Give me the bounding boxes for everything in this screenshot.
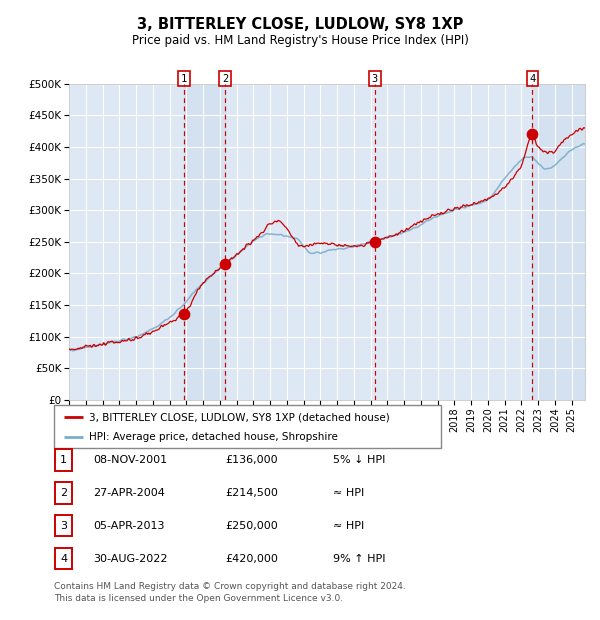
Text: 5% ↓ HPI: 5% ↓ HPI	[333, 455, 385, 465]
FancyBboxPatch shape	[55, 548, 72, 569]
Text: Contains HM Land Registry data © Crown copyright and database right 2024.
This d: Contains HM Land Registry data © Crown c…	[54, 582, 406, 603]
Point	[527, 130, 537, 140]
Text: 3: 3	[60, 521, 67, 531]
Bar	[532, 84, 585, 400]
FancyBboxPatch shape	[54, 405, 441, 448]
Text: £136,000: £136,000	[225, 455, 278, 465]
Text: £214,500: £214,500	[225, 488, 278, 498]
Text: 3: 3	[372, 74, 378, 84]
Text: HPI: Average price, detached house, Shropshire: HPI: Average price, detached house, Shro…	[89, 432, 338, 441]
Text: 05-APR-2013: 05-APR-2013	[93, 521, 164, 531]
Bar	[184, 84, 225, 400]
FancyBboxPatch shape	[55, 450, 72, 471]
Point	[220, 259, 230, 269]
Text: 30-AUG-2022: 30-AUG-2022	[93, 554, 167, 564]
Text: 1: 1	[60, 455, 67, 465]
Text: 08-NOV-2001: 08-NOV-2001	[93, 455, 167, 465]
Point	[370, 237, 380, 247]
Text: 2: 2	[222, 74, 228, 84]
Text: 27-APR-2004: 27-APR-2004	[93, 488, 165, 498]
Text: 2: 2	[60, 488, 67, 498]
Text: ≈ HPI: ≈ HPI	[333, 488, 364, 498]
Text: 1: 1	[181, 74, 187, 84]
Text: £420,000: £420,000	[225, 554, 278, 564]
Text: 4: 4	[60, 554, 67, 564]
Text: £250,000: £250,000	[225, 521, 278, 531]
Text: 3, BITTERLEY CLOSE, LUDLOW, SY8 1XP (detached house): 3, BITTERLEY CLOSE, LUDLOW, SY8 1XP (det…	[89, 412, 389, 422]
Text: ≈ HPI: ≈ HPI	[333, 521, 364, 531]
FancyBboxPatch shape	[55, 482, 72, 503]
FancyBboxPatch shape	[55, 515, 72, 536]
Text: 3, BITTERLEY CLOSE, LUDLOW, SY8 1XP: 3, BITTERLEY CLOSE, LUDLOW, SY8 1XP	[137, 17, 463, 32]
Text: 9% ↑ HPI: 9% ↑ HPI	[333, 554, 386, 564]
Text: 4: 4	[529, 74, 536, 84]
Text: Price paid vs. HM Land Registry's House Price Index (HPI): Price paid vs. HM Land Registry's House …	[131, 34, 469, 47]
Point	[179, 309, 189, 319]
